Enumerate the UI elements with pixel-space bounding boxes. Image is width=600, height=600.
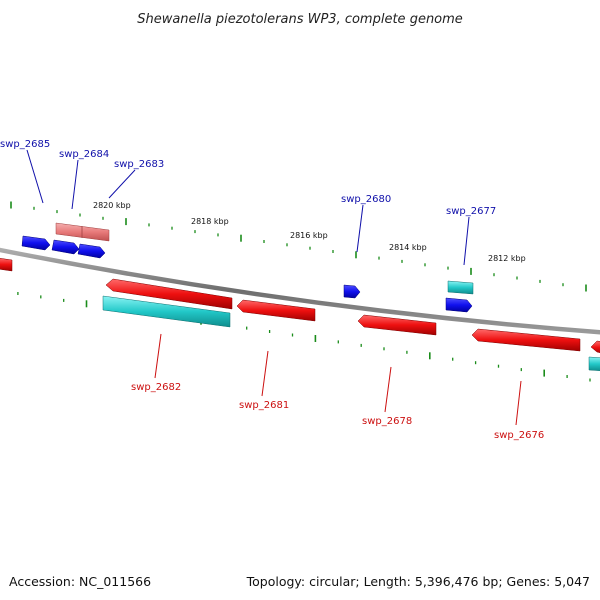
gene-labels-reverse: swp_2682 swp_2681 swp_2678 swp_2676 (131, 382, 544, 441)
scale-label: 2818 kbp (191, 217, 229, 226)
gene-label[interactable]: swp_2682 (131, 382, 181, 393)
gene-box[interactable] (55, 222, 110, 242)
gene-label[interactable]: swp_2685 (0, 139, 50, 150)
scale-label: 2820 kbp (93, 201, 131, 210)
gene-arrow[interactable] (343, 284, 361, 299)
gene-arrow[interactable] (590, 340, 600, 354)
gene-label[interactable]: swp_2677 (446, 206, 496, 217)
gene-arrow[interactable] (21, 235, 51, 251)
gene-arrow[interactable] (445, 297, 473, 313)
gene-label[interactable]: swp_2676 (494, 430, 544, 441)
gene-label-leaders (26, 149, 522, 426)
gene-label[interactable]: swp_2684 (59, 149, 109, 160)
scale-labels: 2820 kbp 2818 kbp 2816 kbp 2814 kbp 2812… (93, 201, 526, 263)
forward-features[interactable] (21, 222, 474, 313)
tick-marks (10, 201, 591, 382)
gene-label[interactable]: swp_2681 (239, 400, 289, 411)
accession-label: Accession: NC_011566 (9, 574, 151, 589)
gene-arrow[interactable] (77, 243, 106, 259)
gene-label[interactable]: swp_2680 (341, 194, 391, 205)
scale-label: 2816 kbp (290, 231, 328, 240)
gene-box[interactable] (588, 356, 600, 371)
gene-arrow[interactable] (471, 328, 581, 352)
gene-arrow[interactable] (357, 314, 437, 336)
gene-arrow[interactable] (51, 239, 80, 255)
gene-labels-forward: swp_2685 swp_2684 swp_2683 swp_2680 swp_… (0, 139, 496, 217)
scale-label: 2812 kbp (488, 254, 526, 263)
gene-box[interactable] (447, 280, 474, 295)
genome-summary: Topology: circular; Length: 5,396,476 bp… (246, 574, 590, 589)
gene-label[interactable]: swp_2683 (114, 159, 164, 170)
scale-label: 2814 kbp (389, 243, 427, 252)
reverse-features[interactable] (0, 258, 600, 371)
gene-arrow[interactable] (0, 258, 13, 272)
gene-arrow[interactable] (236, 299, 316, 322)
genome-backbone (0, 247, 600, 335)
gene-label[interactable]: swp_2678 (362, 416, 412, 427)
map-title: Shewanella piezotolerans WP3, complete g… (137, 12, 463, 27)
gene-arrow[interactable] (105, 278, 233, 310)
gene-box[interactable] (102, 295, 231, 328)
